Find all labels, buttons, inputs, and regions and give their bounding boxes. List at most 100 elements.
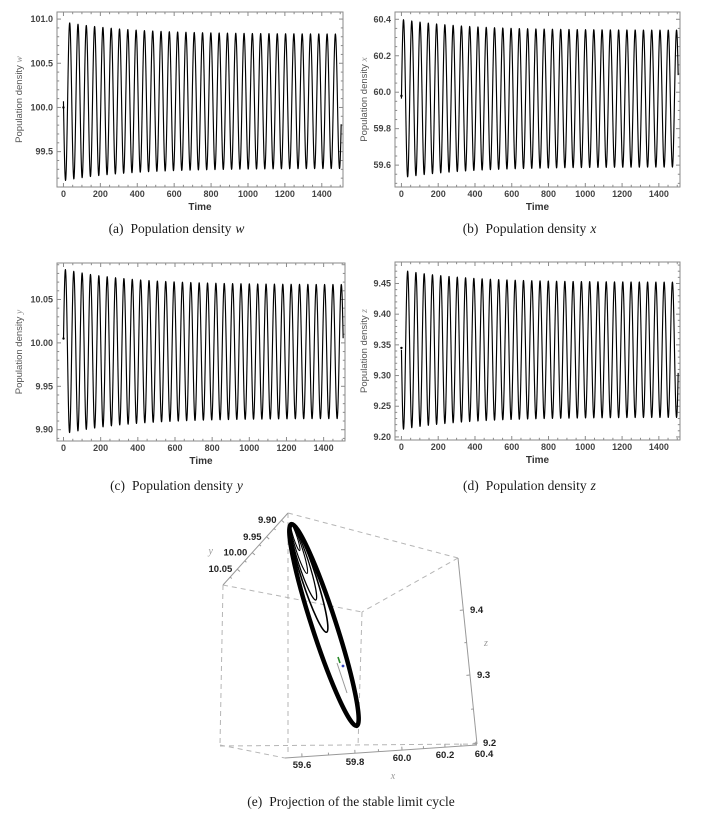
caption-b-var: x [590,221,597,236]
y-axis-minor-tick [259,544,262,547]
y-axis-minor-tick [273,528,276,531]
y-tick-label: 100.0 [30,102,53,112]
x-tick-label: 1400 [312,189,332,199]
y-tick-label: 9.45 [373,278,391,288]
equilibrium-marker-line [336,662,348,694]
y-tick-label: 59.6 [373,160,391,170]
z-tick-label: 9.2 [483,738,496,749]
box-edge-bottom-back [219,743,478,747]
y-tick-label: 10.05 [209,564,233,575]
caption-d-tag: (d) [463,478,479,493]
x-tick-label: 400 [130,189,145,199]
x-tick-label: 800 [541,189,556,199]
x-tick-label: 60.0 [393,753,412,764]
x-tick-label: 1200 [612,189,632,199]
chart-population-density-x: 0 200 400 600 800 1000 1200 1400 59.6 59.8 60.0 60.… [359,11,681,213]
y-tick-label: 9.25 [373,401,391,411]
x-tick-label: 400 [130,443,145,453]
x-tick-label: 200 [93,443,108,453]
limit-cycle [287,521,361,729]
y-axis-label: Population density x [359,56,370,141]
x-tick-label: 1200 [612,442,632,452]
y-tick-label: 10.00 [30,338,53,348]
y-axis-variable: x [360,56,370,62]
y-tick-label: 9.35 [373,340,391,350]
caption-e: (e) Projection of the stable limit cycle [0,794,706,810]
series-start-point [400,346,403,350]
x-tick-label: 0 [399,442,404,452]
caption-b-tag: (b) [462,221,479,236]
chart-population-density-w: 0 200 400 600 800 1000 1200 1400 99.5 100.0 100.5 1… [14,11,344,213]
caption-d-text: Population density [485,478,587,493]
plot-frame [56,11,344,188]
y-axis-tick [236,568,241,572]
x-tick-label: 600 [504,189,519,199]
caption-c-text: Population density [132,478,233,493]
x-tick-label: 1200 [275,189,295,199]
y-tick-label: 60.0 [373,87,391,97]
x-tick-label: 200 [93,189,108,199]
box-edge-top-front-left [222,584,363,613]
x-tick-label: 200 [431,442,446,452]
x-tick-label: 1400 [314,443,334,453]
series-start-point [400,94,403,98]
x-axis-label: Time [526,202,550,213]
x-tick-label: 600 [167,443,182,453]
y-axis-label: Population density z [359,309,370,393]
caption-d: (d) Population density z [353,478,706,494]
z-tick-label: 9.4 [470,605,484,616]
chart-population-density-z: 0 200 400 600 800 1000 1200 1400 9.20 9.25 9.30 9.3… [359,261,681,466]
caption-a-tag: (a) [108,221,124,236]
x-axis-label: x [390,771,396,782]
y-axis-tick [281,519,285,523]
series-start-point [62,337,65,340]
x-tick-label: 0 [61,189,66,199]
y-tick-label: 9.90 [258,515,277,526]
series-path [400,270,679,430]
x-tick-label: 1400 [649,442,669,452]
box-edge-left-vertical [219,584,224,746]
y-tick-label: 60.4 [373,14,391,24]
x-tick-label: 800 [541,442,556,452]
caption-a-var: w [235,221,245,236]
x-tick-label: 600 [167,189,182,199]
y-axis-variable: y [15,309,25,315]
x-tick-label: 1000 [575,189,595,199]
x-tick-label: 59.6 [293,760,312,771]
x-axis-label: Time [526,455,550,466]
y-axis-tick [266,536,270,540]
z-axis-edge [457,557,478,745]
caption-a-text: Population density [130,221,232,236]
x-tick-label: 1000 [239,443,259,453]
y-tick-label: 60.2 [373,51,391,61]
x-tick-label: 1400 [649,189,669,199]
x-tick-label: 400 [467,189,482,199]
x-tick-label: 0 [399,189,404,199]
chart-3d-limit-cycle: 9.90 9.95 10.00 10.05 9.4 9.3 9.2 59.6 5… [208,512,496,782]
caption-c: (c) Population density y [0,478,353,494]
x-tick-label: 1000 [575,442,595,452]
caption-e-text: Projection of the stable limit cycle [269,794,455,809]
z-axis-label: z [483,638,488,649]
y-axis-variable: w [15,56,25,63]
series-start-point [62,106,65,109]
y-tick-label: 9.30 [373,371,391,381]
y-axis-variable: z [360,309,370,314]
z-tick-label: 9.3 [477,670,490,681]
caption-b-text: Population density [485,221,587,236]
x-tick-label: 800 [204,189,219,199]
y-axis-tick [251,552,256,556]
y-axis-minor-tick [229,576,233,579]
y-tick-label: 9.40 [373,309,391,319]
x-axis-label: Time [189,456,213,467]
x-tick-label: 1200 [276,443,296,453]
y-tick-label: 100.5 [30,58,53,68]
x-tick-label: 60.4 [475,749,494,760]
y-tick-label: 9.95 [243,532,262,543]
box-edge-top-right [287,512,459,559]
y-tick-label: 99.5 [35,147,53,157]
caption-e-tag: (e) [247,794,263,809]
y-axis-label: Population density y [14,309,25,394]
y-tick-label: 9.95 [35,381,53,391]
